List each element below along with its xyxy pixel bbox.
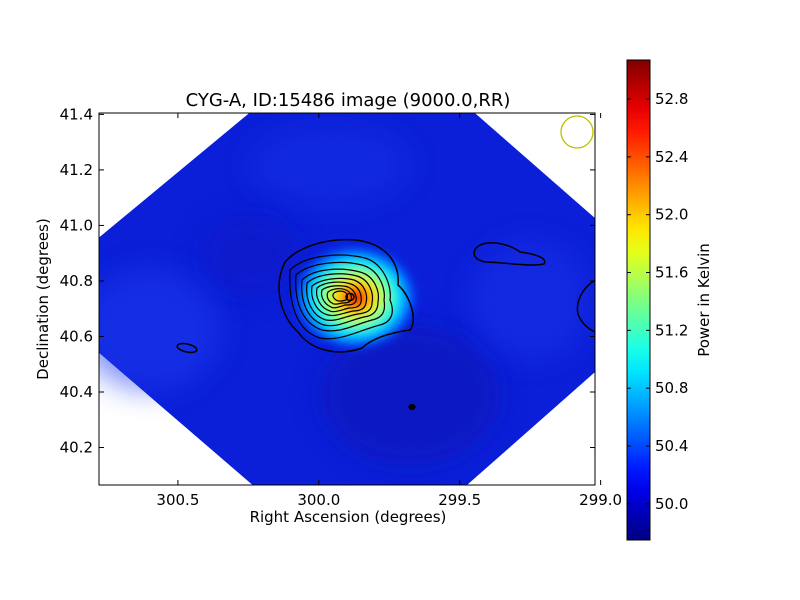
contour-level [295,261,386,332]
contour-level [301,268,380,327]
x-axis: 300.5 300.0 299.5 299.0 [156,113,622,509]
background-bright-lobe [250,125,410,205]
contour-level [311,277,368,317]
contour-island [176,342,198,354]
chart-title: CYG-A, ID:15486 image (9000.0,RR) [186,90,511,111]
contour-level [320,285,357,309]
y-tick-label: 41.2 [60,161,93,179]
x-tick-label: 299.0 [579,491,622,509]
x-tick-label: 300.0 [297,491,340,509]
contour-level [326,288,352,305]
contour-outer [278,238,414,353]
y-tick-label: 40.6 [60,327,93,345]
contour-level [332,290,349,302]
colorbar-label: Power in Kelvin [695,243,713,357]
y-tick-label: 41.4 [60,105,93,123]
background-dark-lobe [320,325,500,465]
background-dark-lobe [200,215,300,295]
y-tick-label: 40.8 [60,272,93,290]
y-axis-label: Declination (degrees) [34,218,52,380]
colorbar-tick-label: 50.8 [655,379,688,397]
colorbar-fill [627,60,650,540]
plot-frame [98,112,596,486]
y-axis: 40.2 40.4 40.6 40.8 41.0 41.2 41.4 [60,105,595,457]
colorbar-tick-label: 51.6 [655,264,688,282]
y-tick-label: 40.4 [60,383,93,401]
background-bright-lobe [99,270,220,390]
colorbar: 50.0 50.4 50.8 51.2 51.6 52.0 52.4 52.8 Power i… [626,59,713,541]
contour-level [315,281,362,313]
contour-edge [576,279,595,333]
source-halo [293,245,418,350]
colorbar-tick-label: 52.0 [655,206,688,224]
colorbar-tick-label: 51.2 [655,321,688,339]
background-bright-lobe [470,240,590,360]
y-tick-label: 41.0 [60,216,93,234]
x-tick-label: 300.5 [156,491,199,509]
colorbar-tick-label: 52.4 [655,148,688,166]
y-tick-label: 40.2 [60,439,93,457]
contour-island [473,242,546,266]
contour-peak [345,292,355,302]
colorbar-frame [626,59,651,541]
beam-marker [560,115,594,149]
source-emission [293,245,418,350]
x-tick-label: 299.5 [438,491,481,509]
colorbar-tick-label: 52.8 [655,90,688,108]
colorbar-ticks: 50.0 50.4 50.8 51.2 51.6 52.0 52.4 52.8 [627,90,688,513]
contour-level [306,273,374,321]
contour-level [289,254,393,340]
colorbar-tick-label: 50.4 [655,437,688,455]
colorbar-tick-label: 50.0 [655,495,688,513]
x-axis-label: Right Ascension (degrees) [250,508,447,526]
contour-lines [176,238,595,411]
contour-small [408,403,416,411]
